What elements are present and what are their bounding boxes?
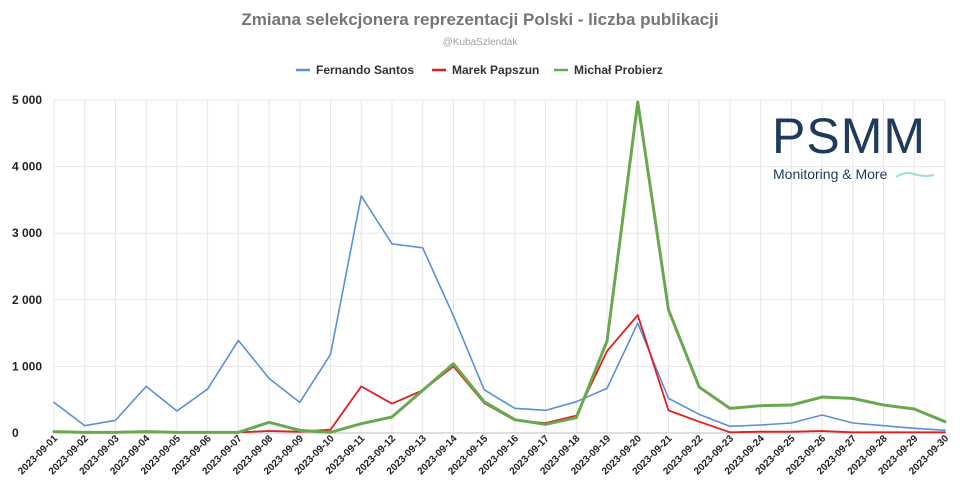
legend: Fernando Santos Marek Papszun Michał Probi… <box>296 63 663 77</box>
grid <box>53 99 946 434</box>
y-tick-label: 1 000 <box>12 359 42 373</box>
legend-entry: Marek Papszun <box>452 63 539 77</box>
x-axis-ticks: 2023-09-012023-09-022023-09-032023-09-04… <box>16 433 951 477</box>
legend-entry: Fernando Santos <box>316 63 414 77</box>
series-line-marek-papszun <box>53 314 946 434</box>
y-tick-label: 5 000 <box>12 93 42 107</box>
series-line-fernando-santos <box>53 195 946 432</box>
series-line-micha-probierz <box>52 100 947 434</box>
logo-sub-text: Monitoring & More <box>773 166 888 182</box>
y-axis-ticks: 0 1 000 2 000 3 000 4 000 5 000 <box>12 93 42 440</box>
chart-title: Zmiana selekcjonera reprezentacji Polski… <box>241 10 718 29</box>
logo-main-text: PSMM <box>772 108 926 164</box>
series-lines <box>52 100 947 434</box>
psmm-logo: PSMM Monitoring & More <box>772 108 935 182</box>
y-tick-label: 0 <box>12 426 19 440</box>
chart-subtitle: @KubaSzlendak <box>443 37 519 48</box>
y-tick-label: 2 000 <box>12 293 42 307</box>
logo-wave-icon <box>895 172 935 178</box>
legend-entry: Michał Probierz <box>574 63 663 77</box>
y-tick-label: 4 000 <box>12 160 42 174</box>
y-tick-label: 3 000 <box>12 226 42 240</box>
